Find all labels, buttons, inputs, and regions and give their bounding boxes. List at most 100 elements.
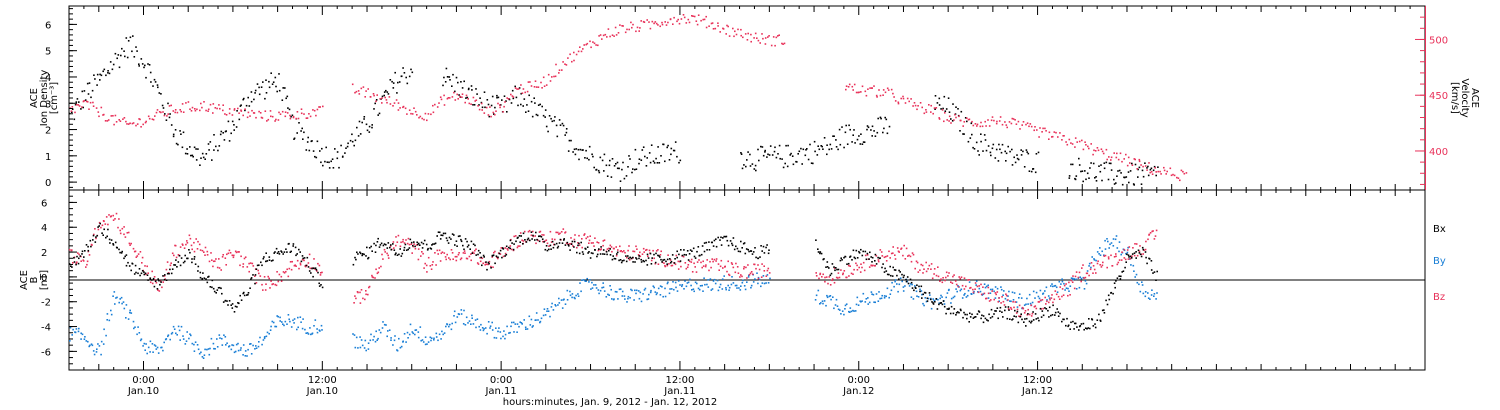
bz-point — [843, 270, 846, 272]
ion-density-point — [96, 73, 99, 76]
bx-point — [1101, 309, 1104, 312]
by-point — [471, 317, 473, 319]
by-point — [170, 333, 173, 335]
ion-density-point — [153, 78, 156, 81]
by-point — [258, 341, 260, 343]
ion-density-point — [1132, 183, 1135, 185]
ion-density-point — [1034, 171, 1037, 174]
ion-density-point — [240, 104, 242, 106]
velocity-point — [966, 117, 968, 119]
bx-point — [209, 286, 212, 288]
ion-density-point — [260, 86, 263, 88]
by-point — [302, 318, 304, 320]
bz-point — [639, 251, 641, 254]
ion-density-point — [168, 116, 171, 119]
by-point — [1054, 284, 1057, 287]
by-point — [449, 323, 451, 326]
by-point — [441, 330, 443, 333]
ion-density-point — [854, 142, 856, 144]
bx-point — [659, 256, 661, 258]
by-point — [127, 318, 130, 320]
bx-point — [982, 321, 985, 324]
by-point — [309, 327, 311, 329]
by-point — [176, 334, 178, 336]
bx-point — [1114, 286, 1116, 289]
bx-point — [446, 239, 449, 242]
velocity-point — [443, 104, 446, 106]
ion-density-point — [1080, 170, 1082, 173]
bz-point — [646, 248, 648, 251]
by-point — [467, 322, 469, 324]
bx-point — [940, 302, 942, 304]
by-point — [85, 340, 88, 342]
bx-point — [755, 256, 757, 259]
velocity-point — [77, 104, 80, 106]
ion-density-point — [150, 81, 152, 83]
bx-point — [883, 271, 886, 273]
ion-density-point — [396, 92, 398, 94]
by-point — [156, 346, 159, 349]
by-point — [424, 343, 427, 346]
bx-point — [688, 253, 691, 255]
bx-point — [520, 235, 522, 237]
bz-point — [527, 230, 530, 233]
bottom-ylabel-line-1: ACE — [19, 270, 30, 290]
velocity-point — [1151, 173, 1154, 175]
bx-point — [1076, 326, 1078, 328]
bx-point — [90, 245, 92, 248]
bx-point — [120, 252, 123, 254]
bx-point — [453, 234, 455, 236]
by-point — [968, 281, 971, 283]
bx-point — [578, 252, 581, 255]
bz-point — [889, 257, 891, 259]
velocity-point — [734, 30, 736, 33]
velocity-point — [680, 18, 683, 20]
ion-density-point — [541, 105, 543, 108]
by-point — [426, 343, 428, 345]
velocity-point — [971, 120, 973, 123]
ion-density-point — [575, 148, 578, 150]
bx-point — [870, 256, 872, 258]
bz-point — [532, 235, 535, 238]
velocity-point — [461, 96, 463, 98]
velocity-point — [653, 22, 655, 25]
bx-point — [280, 250, 282, 252]
velocity-point — [423, 118, 425, 121]
bz-point — [555, 231, 557, 234]
ion-density-point — [116, 57, 118, 60]
by-point — [116, 296, 118, 299]
bz-point — [705, 264, 707, 266]
by-point — [231, 344, 233, 346]
bz-point — [466, 257, 469, 260]
by-point — [1032, 290, 1035, 293]
velocity-point — [960, 119, 962, 122]
ion-density-point — [467, 88, 470, 91]
velocity-point — [871, 87, 873, 89]
by-point — [544, 314, 547, 316]
ion-density-point — [835, 139, 837, 141]
by-point — [287, 314, 290, 316]
bz-point — [1123, 257, 1126, 259]
top-panel-frame — [68, 5, 1426, 191]
bz-point — [412, 245, 415, 248]
by-point — [1064, 289, 1066, 291]
bz-point — [303, 259, 305, 262]
ion-density-point — [358, 120, 361, 123]
by-point — [649, 291, 652, 294]
ion-density-point — [239, 105, 242, 107]
bx-point — [1059, 312, 1061, 315]
velocity-point — [1149, 171, 1151, 174]
ion-density-point — [351, 133, 353, 136]
by-point — [268, 332, 270, 335]
ion-density-point — [186, 148, 188, 150]
by-point — [143, 342, 146, 345]
bz-point — [218, 267, 221, 269]
velocity-point — [628, 28, 630, 31]
bx-point — [549, 244, 552, 247]
velocity-series — [69, 14, 1188, 182]
by-point — [216, 338, 218, 340]
velocity-point — [1070, 142, 1072, 144]
velocity-point — [943, 120, 945, 123]
bx-point — [208, 275, 210, 278]
bz-point — [367, 293, 369, 296]
